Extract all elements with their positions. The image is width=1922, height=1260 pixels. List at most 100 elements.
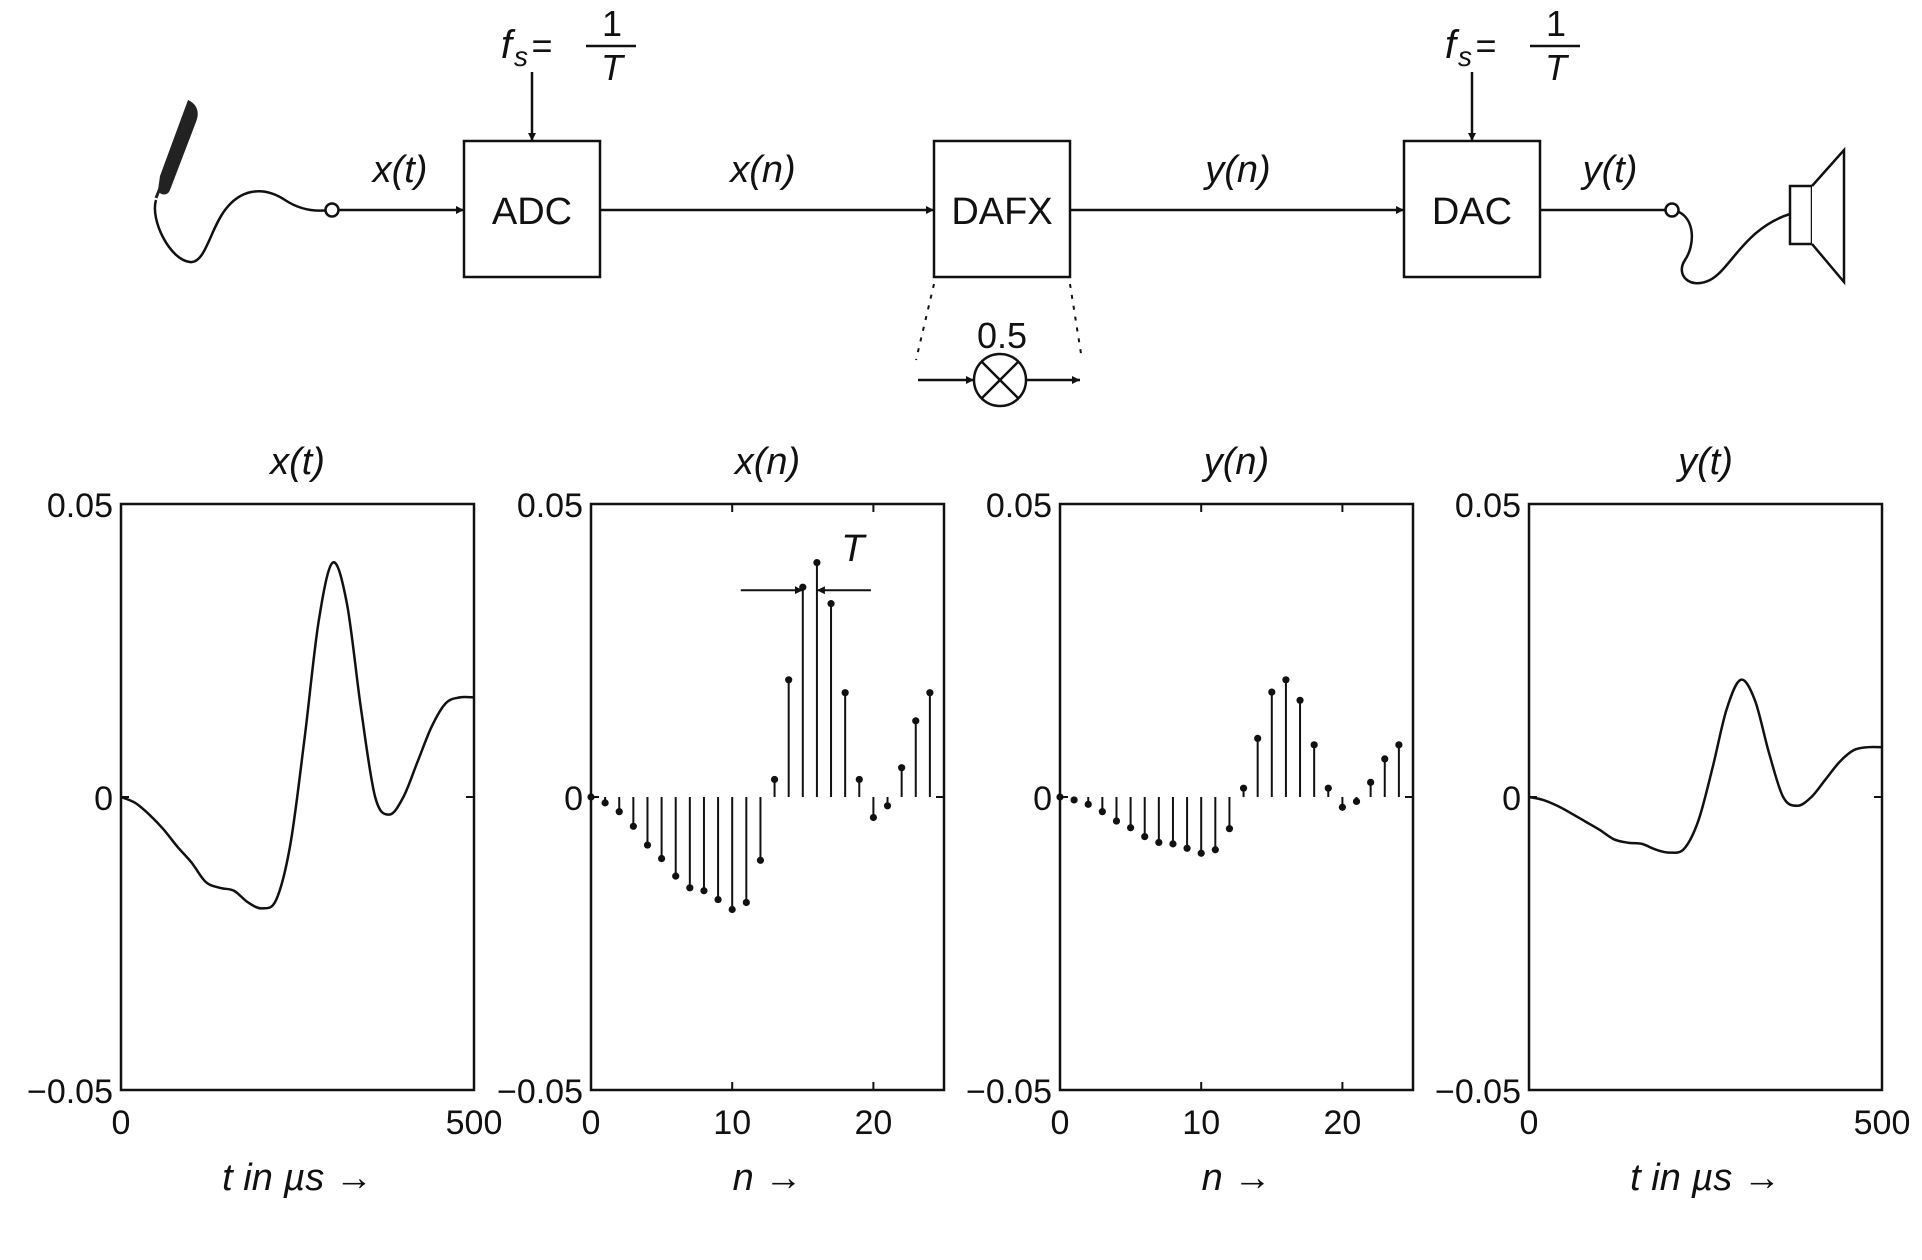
x-tick-label: 0 xyxy=(1051,1104,1070,1142)
stem-marker xyxy=(658,854,666,863)
microphone-icon xyxy=(153,100,340,264)
svg-text:T: T xyxy=(1545,47,1570,88)
x-tick-label: 10 xyxy=(713,1104,751,1142)
stem-marker xyxy=(1056,793,1064,801)
stem-marker xyxy=(1127,824,1135,832)
stem-marker xyxy=(643,841,652,849)
stem-marker xyxy=(1338,803,1346,811)
stem-marker xyxy=(926,689,934,697)
stem-marker xyxy=(1254,734,1262,743)
dac-label: DAC xyxy=(1432,191,1512,233)
stem-marker xyxy=(855,775,863,784)
stem-marker xyxy=(728,905,736,914)
stem-marker xyxy=(601,799,609,807)
stem-marker xyxy=(883,802,892,810)
stem-marker xyxy=(1225,825,1234,833)
x-tick-label: 20 xyxy=(854,1104,892,1142)
x-axis-label: t in µs → xyxy=(222,1157,373,1199)
stem-marker xyxy=(756,856,765,864)
stem-marker xyxy=(827,600,835,608)
stem-marker xyxy=(1352,797,1361,805)
stem-marker xyxy=(1155,838,1163,847)
chart-title: y(t) xyxy=(1675,441,1733,483)
stem-marker xyxy=(686,884,694,892)
stem-marker xyxy=(1197,849,1205,857)
dafx-label: DAFX xyxy=(951,191,1052,233)
x-axis-label: n → xyxy=(1202,1157,1272,1199)
gain-label: 0.5 xyxy=(977,315,1027,356)
sample-rate-label-dac: f s = 1 T xyxy=(1445,3,1580,88)
signal-label-x-n: x(n) xyxy=(728,149,795,191)
x-tick-label: 0 xyxy=(582,1104,601,1142)
x-tick-label: 0 xyxy=(1520,1104,1539,1142)
stem-marker xyxy=(1296,696,1304,704)
adc-label: ADC xyxy=(492,191,572,233)
stem-marker xyxy=(1084,800,1092,808)
stem-marker xyxy=(1395,741,1403,749)
stem-marker xyxy=(785,676,793,684)
stem-marker xyxy=(813,559,821,567)
stem-marker xyxy=(742,898,750,907)
svg-text:1: 1 xyxy=(1546,3,1566,44)
stem-marker xyxy=(898,764,906,772)
y-tick-label: 0.05 xyxy=(1455,487,1521,525)
dafx-detail: 0.5 xyxy=(915,283,1083,408)
chart-2: x(n)0.050−0.050 10 20n →T xyxy=(497,441,946,1199)
y-tick-label: 0 xyxy=(1033,780,1052,818)
svg-text:T: T xyxy=(601,47,626,88)
y-tick-label: −0.05 xyxy=(27,1073,113,1111)
stem-marker xyxy=(672,872,680,880)
stem-marker xyxy=(841,689,849,697)
signal-label-y-n: y(n) xyxy=(1202,149,1270,191)
stem-marker xyxy=(1310,741,1318,749)
period-label: T xyxy=(841,528,867,570)
stem-marker xyxy=(615,808,623,816)
stem-marker xyxy=(1183,844,1191,852)
svg-text:s: s xyxy=(1458,41,1472,72)
signal-label-x-t: x(t) xyxy=(371,149,428,191)
stem-marker xyxy=(700,887,708,895)
y-tick-label: 0 xyxy=(564,780,583,818)
y-tick-label: 0.05 xyxy=(517,487,583,525)
loudspeaker-icon xyxy=(1664,146,1846,286)
stem-marker xyxy=(869,813,878,822)
stem-marker xyxy=(1070,796,1078,804)
chart-title: y(n) xyxy=(1201,441,1269,483)
stem-marker xyxy=(1112,817,1121,825)
stem-marker xyxy=(1367,778,1375,786)
y-tick-label: 0.05 xyxy=(47,487,113,525)
svg-text:=: = xyxy=(531,25,552,66)
stem-marker xyxy=(1282,676,1290,684)
x-tick-label: 500 xyxy=(446,1104,503,1142)
svg-text:1: 1 xyxy=(602,3,622,44)
signal-label-y-t: y(t) xyxy=(1580,149,1638,191)
y-tick-label: −0.05 xyxy=(1435,1073,1521,1111)
x-tick-label: 500 xyxy=(1854,1104,1911,1142)
svg-text:s: s xyxy=(514,41,528,72)
stem-marker xyxy=(1381,755,1389,763)
y-tick-label: −0.05 xyxy=(497,1073,583,1111)
x-tick-label: 20 xyxy=(1323,1104,1361,1142)
y-tick-label: 0 xyxy=(1502,780,1521,818)
svg-text:=: = xyxy=(1475,25,1496,66)
stem-marker xyxy=(1211,846,1219,854)
x-tick-label: 0 xyxy=(112,1104,131,1142)
plot-frame xyxy=(1058,502,1415,1092)
stem-marker xyxy=(1324,784,1332,792)
stem-marker xyxy=(770,775,779,784)
chart-title: x(t) xyxy=(268,441,325,483)
x-tick-label: 10 xyxy=(1182,1104,1220,1142)
x-axis-label: t in µs → xyxy=(1630,1157,1781,1199)
stem-marker xyxy=(1141,832,1149,841)
stem-marker xyxy=(1098,808,1106,816)
chart-3: y(n)0.050−0.050 10 20n → xyxy=(966,441,1415,1199)
stem-marker xyxy=(714,895,722,904)
chart-title: x(n) xyxy=(733,441,800,483)
signal-curve xyxy=(120,561,475,910)
signal-curve xyxy=(1528,678,1883,854)
stem-marker xyxy=(1169,840,1177,848)
